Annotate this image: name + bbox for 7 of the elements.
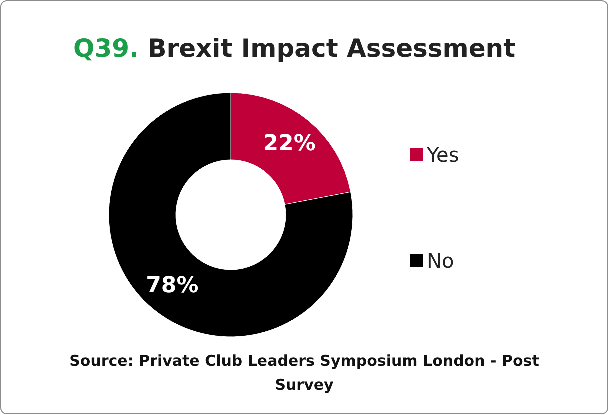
data-label: 78%: [146, 273, 199, 298]
donut-slice: [108, 92, 354, 338]
source-note: Source: Private Club Leaders Symposium London - Post Survey: [70, 352, 540, 394]
legend-label: No: [427, 249, 454, 273]
data-label: 22%: [263, 132, 316, 157]
chart-title: Q39. Brexit Impact Assessment: [73, 34, 516, 63]
legend-label: Yes: [426, 143, 460, 167]
